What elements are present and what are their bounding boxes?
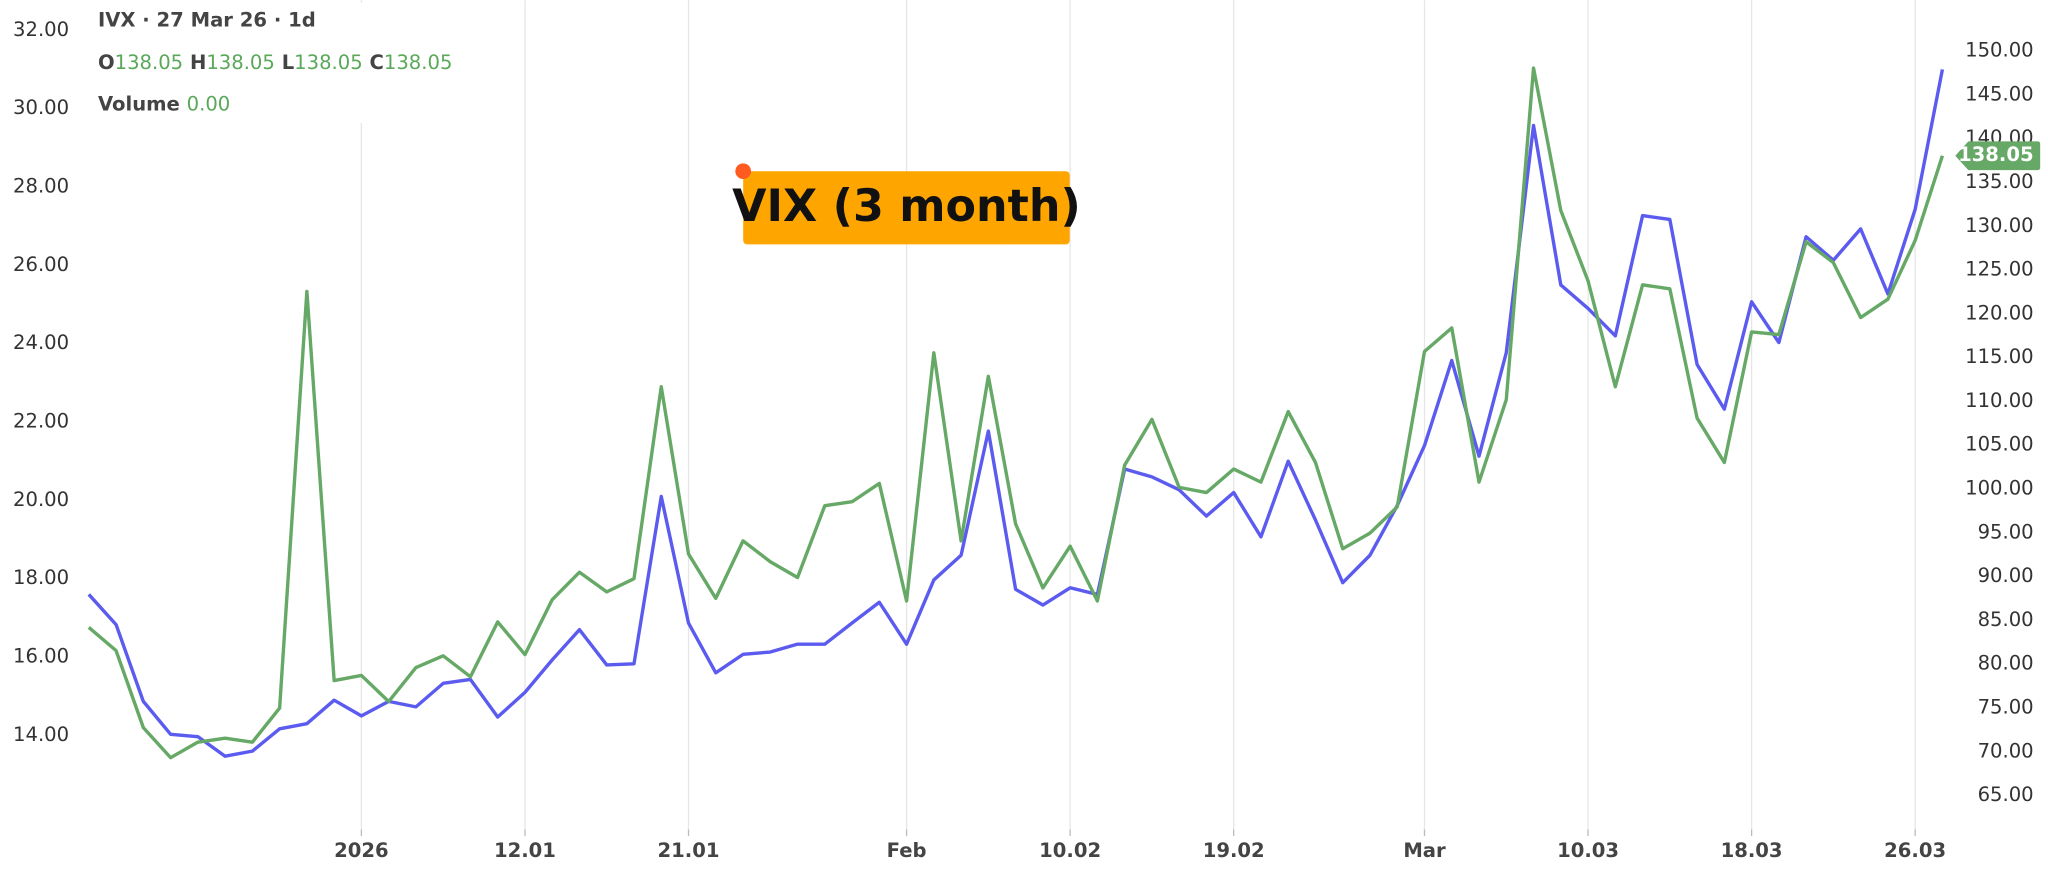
x-tick-label: 10.02 [1039, 839, 1101, 862]
y2-tick-label: 120.00 [1965, 301, 2034, 324]
ohlc-value: 138.05 [384, 50, 453, 73]
annotation: VIX (3 month) [732, 163, 1081, 245]
y2-tick-label: 105.00 [1965, 433, 2034, 456]
annotation-dot [735, 163, 752, 180]
x-tick-label: 10.03 [1557, 839, 1619, 862]
y2-tick-label: 145.00 [1965, 82, 2034, 105]
price-tag: 138.05 [1955, 141, 2041, 171]
y-tick-label: 18.00 [13, 566, 69, 589]
header-bg [91, 2, 458, 123]
header: IVX · 27 Mar 26 · 1d O138.05 H138.05 L13… [91, 2, 458, 123]
ohlc-label: C [370, 50, 384, 73]
y-tick-label: 16.00 [13, 645, 69, 668]
series-line [87, 66, 1945, 760]
ohlc-value: 138.05 [294, 50, 363, 73]
y2-tick-label: 85.00 [1978, 608, 2034, 631]
x-tick-label: 19.02 [1203, 839, 1265, 862]
series-line [87, 69, 1945, 758]
x-tick-label: Mar [1403, 839, 1446, 862]
volume: Volume 0.00 [98, 92, 230, 115]
ohlc: O138.05 H138.05 L138.05 C138.05 [98, 50, 452, 73]
y-tick-label: 24.00 [13, 331, 69, 354]
y2-tick-label: 95.00 [1978, 520, 2034, 543]
ohlc-label: H [190, 50, 206, 73]
x-tick-label: 18.03 [1721, 839, 1783, 862]
y-tick-label: 28.00 [13, 174, 69, 197]
plot [87, 66, 1945, 760]
y-tick-label: 32.00 [13, 18, 69, 41]
y2-tick-label: 75.00 [1978, 696, 2034, 719]
grid [360, 0, 1916, 830]
y2-tick-label: 90.00 [1978, 564, 2034, 587]
y-tick-label: 22.00 [13, 410, 69, 433]
x-tick-label: 26.03 [1884, 839, 1946, 862]
axes: 14.00 16.00 18.00 20.00 22.00 24.00 26.00 28.00… [13, 18, 2034, 862]
y-tick-label: 26.00 [13, 253, 69, 276]
x-tick-label: 21.01 [658, 839, 720, 862]
ohlc-label: O [98, 50, 115, 73]
annotation-text: VIX (3 month) [732, 181, 1081, 232]
volume-value: 0.00 [187, 92, 231, 115]
y2-tick-label: 115.00 [1965, 345, 2034, 368]
y2-tick-label: 150.00 [1965, 39, 2034, 62]
y-tick-label: 20.00 [13, 488, 69, 511]
price-tag-label: 138.05 [1958, 143, 2034, 166]
ohlc-value: 138.05 [206, 50, 275, 73]
y2-tick-label: 100.00 [1965, 477, 2034, 500]
y2-tick-label: 130.00 [1965, 214, 2034, 237]
y-tick-label: 30.00 [13, 96, 69, 119]
y2-tick-label: 80.00 [1978, 652, 2034, 675]
y2-tick-label: 110.00 [1965, 389, 2034, 412]
price-tag-bg [1955, 141, 2041, 171]
x-tick-label: 2026 [334, 839, 389, 862]
ohlc-value: 138.05 [115, 50, 184, 73]
symbol: IVX · 27 Mar 26 · 1d [98, 8, 316, 31]
annotation-box [743, 171, 1070, 245]
x-tick-label: 12.01 [494, 839, 556, 862]
x-tick-label: Feb [887, 839, 927, 862]
volume-label: Volume [98, 92, 180, 115]
ohlc-label: L [282, 50, 294, 73]
y-tick-label: 14.00 [13, 723, 69, 746]
y2-tick-label: 125.00 [1965, 258, 2034, 281]
y2-tick-label: 65.00 [1978, 783, 2034, 806]
y2-tick-label: 135.00 [1965, 170, 2034, 193]
y2-tick-label: 70.00 [1978, 739, 2034, 762]
